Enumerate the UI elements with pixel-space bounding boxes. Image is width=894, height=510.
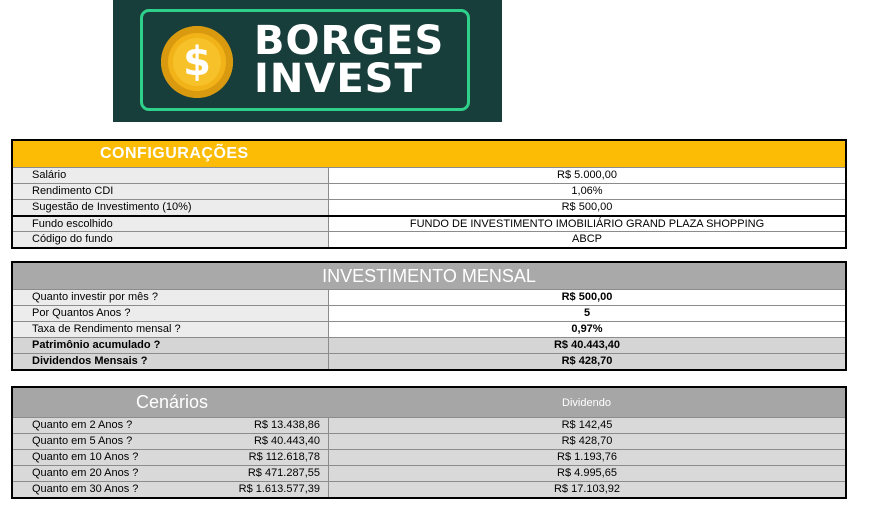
scenarios-header: Cenários Dividendo [13,388,845,417]
row-value[interactable]: 5 [328,306,845,321]
row-label: Quanto em 20 Anos ? [32,467,139,479]
row-label: Patrimônio acumulado ? [13,338,328,353]
config-table: CONFIGURAÇÕES Salário R$ 5.000,00 Rendim… [11,139,847,249]
row-dividend[interactable]: R$ 17.103,92 [328,482,845,497]
row-label: Fundo escolhido [13,217,328,231]
table-row: Dividendos Mensais ? R$ 428,70 [13,353,845,369]
row-value[interactable]: R$ 500,00 [328,200,845,215]
table-row: Quanto em 30 Anos ? R$ 1.613.577,39 R$ 1… [13,481,845,497]
row-value[interactable]: R$ 5.000,00 [328,168,845,183]
row-value[interactable]: R$ 40.443,40 [328,338,845,353]
row-label: Quanto em 10 Anos ? [32,451,139,463]
table-row: Por Quantos Anos ? 5 [13,305,845,321]
dollar-coin-icon: $ [161,26,233,98]
row-value[interactable]: 1,06% [328,184,845,199]
table-row: Taxa de Rendimento mensal ? 0,97% [13,321,845,337]
table-row: Rendimento CDI 1,06% [13,183,845,199]
row-label: Quanto investir por mês ? [13,290,328,305]
row-total[interactable]: R$ 13.438,86 [253,419,320,431]
table-row: Salário R$ 5.000,00 [13,167,845,183]
table-row: Sugestão de Investimento (10%) R$ 500,00 [13,199,845,215]
row-label: Quanto em 2 Anos ? [32,419,133,431]
logo-text: BORGES INVEST [254,18,445,102]
monthly-investment-table: INVESTIMENTO MENSAL Quanto investir por … [11,261,847,371]
row-value[interactable]: R$ 428,70 [328,354,845,369]
coin-symbol: $ [173,38,221,86]
row-total[interactable]: R$ 471.287,55 [247,467,320,479]
logo-frame [140,9,470,111]
row-value[interactable]: FUNDO DE INVESTIMENTO IMOBILIÁRIO GRAND … [328,217,845,231]
table-row: Quanto em 20 Anos ? R$ 471.287,55 R$ 4.9… [13,465,845,481]
row-label: Código do fundo [13,232,328,247]
investment-title: INVESTIMENTO MENSAL [322,265,536,286]
table-row: Código do fundo ABCP [13,231,845,247]
config-title: CONFIGURAÇÕES [100,145,249,162]
row-total[interactable]: R$ 1.613.577,39 [238,483,320,495]
row-label: Salário [13,168,328,183]
row-value[interactable]: 0,97% [328,322,845,337]
row-label: Rendimento CDI [13,184,328,199]
row-dividend[interactable]: R$ 1.193,76 [328,450,845,465]
row-total[interactable]: R$ 40.443,40 [253,435,320,447]
config-header: CONFIGURAÇÕES [13,141,845,167]
table-row: Patrimônio acumulado ? R$ 40.443,40 [13,337,845,353]
row-dividend[interactable]: R$ 428,70 [328,434,845,449]
table-row: Quanto investir por mês ? R$ 500,00 [13,289,845,305]
investment-header: INVESTIMENTO MENSAL [13,263,845,289]
brand-logo: $ BORGES INVEST [113,0,502,122]
row-total[interactable]: R$ 112.618,78 [248,451,320,463]
row-label: Quanto em 30 Anos ? [32,483,139,495]
logo-line-1: BORGES [254,18,445,64]
row-label: Sugestão de Investimento (10%) [13,200,328,215]
scenarios-title: Cenários [136,392,209,412]
logo-line-2: INVEST [254,56,423,102]
row-dividend[interactable]: R$ 4.995,65 [328,466,845,481]
row-label: Taxa de Rendimento mensal ? [13,322,328,337]
row-label: Por Quantos Anos ? [13,306,328,321]
table-row: Quanto em 10 Anos ? R$ 112.618,78 R$ 1.1… [13,449,845,465]
table-row: Quanto em 5 Anos ? R$ 40.443,40 R$ 428,7… [13,433,845,449]
table-row: Quanto em 2 Anos ? R$ 13.438,86 R$ 142,4… [13,417,845,433]
row-value[interactable]: R$ 500,00 [328,290,845,305]
row-label: Dividendos Mensais ? [13,354,328,369]
dividend-column-header: Dividendo [562,396,611,409]
table-row: Fundo escolhido FUNDO DE INVESTIMENTO IM… [13,215,845,231]
row-value[interactable]: ABCP [328,232,845,247]
scenarios-table: Cenários Dividendo Quanto em 2 Anos ? R$… [11,386,847,499]
row-label: Quanto em 5 Anos ? [32,435,133,447]
row-dividend[interactable]: R$ 142,45 [328,418,845,433]
